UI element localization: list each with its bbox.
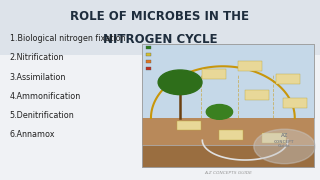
Text: 1.Biological nitrogen fixation: 1.Biological nitrogen fixation: [10, 34, 125, 43]
Text: 3.Assimilation: 3.Assimilation: [10, 73, 66, 82]
Circle shape: [254, 129, 315, 164]
Text: 4.Ammonification: 4.Ammonification: [10, 92, 81, 101]
Bar: [220, 130, 244, 140]
Bar: [146, 60, 151, 63]
Bar: [245, 90, 269, 100]
Bar: [238, 61, 262, 71]
Circle shape: [206, 105, 233, 119]
Bar: [142, 44, 314, 118]
Bar: [262, 133, 286, 143]
Text: A-Z CONCEPTS GUIDE: A-Z CONCEPTS GUIDE: [204, 171, 252, 175]
Bar: [142, 145, 314, 167]
Text: NITROGEN CYCLE: NITROGEN CYCLE: [103, 33, 217, 46]
Bar: [146, 46, 151, 49]
Bar: [283, 98, 307, 108]
Circle shape: [158, 70, 202, 95]
Bar: [146, 67, 151, 69]
Text: ROLE OF MICROBES IN THE: ROLE OF MICROBES IN THE: [70, 10, 250, 23]
Text: AZ: AZ: [281, 133, 288, 138]
Bar: [142, 44, 314, 167]
Bar: [177, 121, 201, 130]
Text: 6.Annamox: 6.Annamox: [10, 130, 55, 140]
Bar: [146, 53, 151, 56]
Bar: [142, 118, 314, 145]
Text: CONCEPT
Guide: CONCEPT Guide: [274, 140, 295, 148]
Bar: [276, 74, 300, 84]
Bar: [0, 0, 320, 55]
Text: 2.Nitrification: 2.Nitrification: [10, 53, 64, 62]
Text: 5.Denitrification: 5.Denitrification: [10, 111, 74, 120]
Bar: [202, 69, 226, 79]
